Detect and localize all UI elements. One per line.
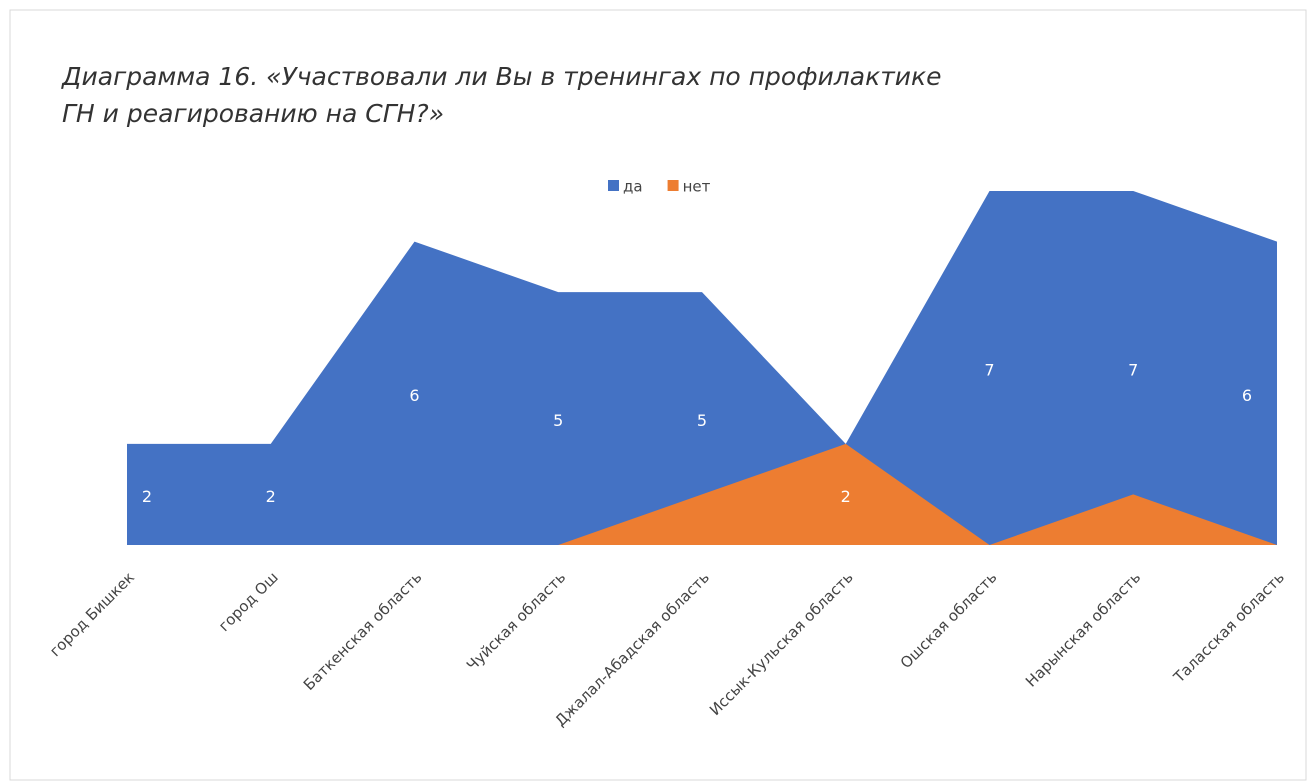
data-label: 7 xyxy=(1128,361,1138,380)
area xyxy=(127,443,1277,545)
data-label: 6 xyxy=(409,386,419,405)
data-label: 2 xyxy=(142,487,152,506)
data-label: 2 xyxy=(266,487,276,506)
legend-swatch xyxy=(667,180,679,191)
legend-label: нет xyxy=(683,178,711,196)
data-label: 7 xyxy=(984,361,994,380)
chart-title: ГН и реагированию на СГН?» xyxy=(62,99,444,128)
data-label: 6 xyxy=(1242,386,1252,405)
data-label: 2 xyxy=(841,487,851,506)
legend-swatch xyxy=(608,180,619,191)
data-label: 5 xyxy=(697,411,707,430)
data-label: 5 xyxy=(553,411,563,430)
area xyxy=(127,191,1277,545)
legend-label: да xyxy=(623,178,643,196)
chart-title: Диаграмма 16. «Участвовали ли Вы в трени… xyxy=(61,62,941,91)
